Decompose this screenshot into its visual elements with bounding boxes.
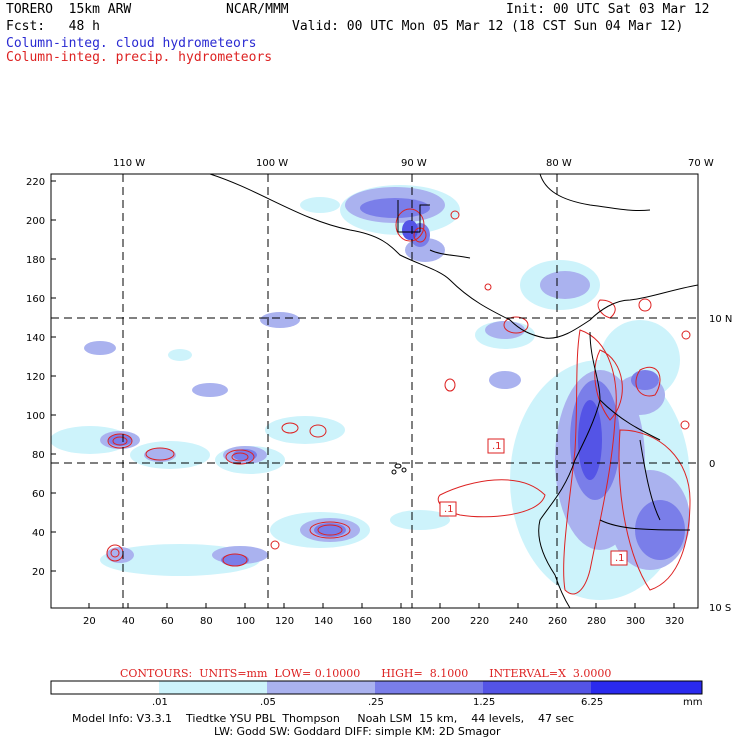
colorbar-bin-5 (591, 681, 702, 694)
box-label-1: .1 (492, 441, 502, 452)
lon-label-100w: 100 W (256, 158, 288, 169)
colorbar-label: 1.25 (473, 697, 496, 708)
x-tick-label: 180 (392, 616, 411, 627)
colorbar-bin-1 (159, 681, 267, 694)
y-tick-label: 100 (26, 411, 45, 422)
y-tick-label: 200 (26, 216, 45, 227)
cloud-shading (51, 185, 690, 600)
init-time: Init: 00 UTC Sat 03 Mar 12 (506, 2, 710, 17)
colorbar-bin-2 (267, 681, 375, 694)
box-label-2: .1 (444, 504, 454, 515)
colorbar-label: .05 (260, 697, 276, 708)
colorbar-label: .01 (152, 697, 168, 708)
x-tick-label: 80 (200, 616, 213, 627)
y-tick-label: 180 (26, 255, 45, 266)
x-tick-label: 120 (275, 616, 294, 627)
lon-label-90w: 90 W (401, 158, 427, 169)
precip-field-title: Column-integ. precip. hydrometeors (6, 50, 273, 65)
precip-contours (106, 208, 691, 595)
y-tick-label: 40 (32, 528, 45, 539)
colorbar-bin-0 (51, 681, 159, 694)
coastlines (209, 174, 698, 608)
lat-label-0: 0 (709, 459, 715, 470)
x-tick-label: 100 (236, 616, 255, 627)
x-tick-label: 320 (665, 616, 684, 627)
x-tick-label: 260 (548, 616, 567, 627)
colorbar (50, 680, 703, 695)
forecast-hour: Fcst: 48 h (6, 19, 100, 34)
y-tick-label: 60 (32, 489, 45, 500)
x-tick-label: 240 (509, 616, 528, 627)
x-tick-label: 40 (122, 616, 135, 627)
model-name: TORERO 15km ARW (6, 2, 132, 17)
x-tick-label: 60 (161, 616, 174, 627)
contour-label-boxes (439, 438, 628, 566)
axis-ticks (51, 180, 675, 608)
x-tick-label: 160 (353, 616, 372, 627)
x-tick-label: 20 (83, 616, 96, 627)
lat-label-10s: 10 S (709, 603, 731, 614)
y-tick-label: 140 (26, 333, 45, 344)
x-tick-label: 140 (314, 616, 333, 627)
model-info-line-1: Model Info: V3.3.1 Tiedtke YSU PBL Thomp… (72, 712, 575, 725)
x-tick-label: 280 (587, 616, 606, 627)
lon-label-70w: 70 W (688, 158, 714, 169)
center-name: NCAR/MMM (226, 2, 289, 17)
y-tick-label: 120 (26, 372, 45, 383)
x-tick-label: 300 (626, 616, 645, 627)
x-tick-label: 200 (431, 616, 450, 627)
lat-label-10n: 10 N (709, 314, 732, 325)
lon-label-80w: 80 W (546, 158, 572, 169)
contour-note: CONTOURS: UNITS=mm LOW= 0.10000 HIGH= 8.… (120, 667, 612, 680)
y-tick-label: 220 (26, 177, 45, 188)
y-tick-label: 80 (32, 450, 45, 461)
map-frame (50, 173, 699, 609)
valid-time: Valid: 00 UTC Mon 05 Mar 12 (18 CST Sun … (292, 19, 684, 34)
y-tick-label: 160 (26, 294, 45, 305)
x-tick-label: 220 (470, 616, 489, 627)
colorbar-unit: mm (683, 697, 703, 708)
colorbar-label: .25 (368, 697, 384, 708)
model-info-line-2: LW: Godd SW: Goddard DIFF: simple KM: 2D… (214, 725, 501, 738)
cloud-field-title: Column-integ. cloud hydrometeors (6, 36, 257, 51)
colorbar-label: 6.25 (581, 697, 604, 708)
box-label-3: .1 (615, 553, 625, 564)
colorbar-bin-4 (483, 681, 591, 694)
y-tick-label: 20 (32, 567, 45, 578)
colorbar-bin-3 (375, 681, 483, 694)
lat-lon-grid (51, 174, 698, 608)
lon-label-110w: 110 W (113, 158, 145, 169)
